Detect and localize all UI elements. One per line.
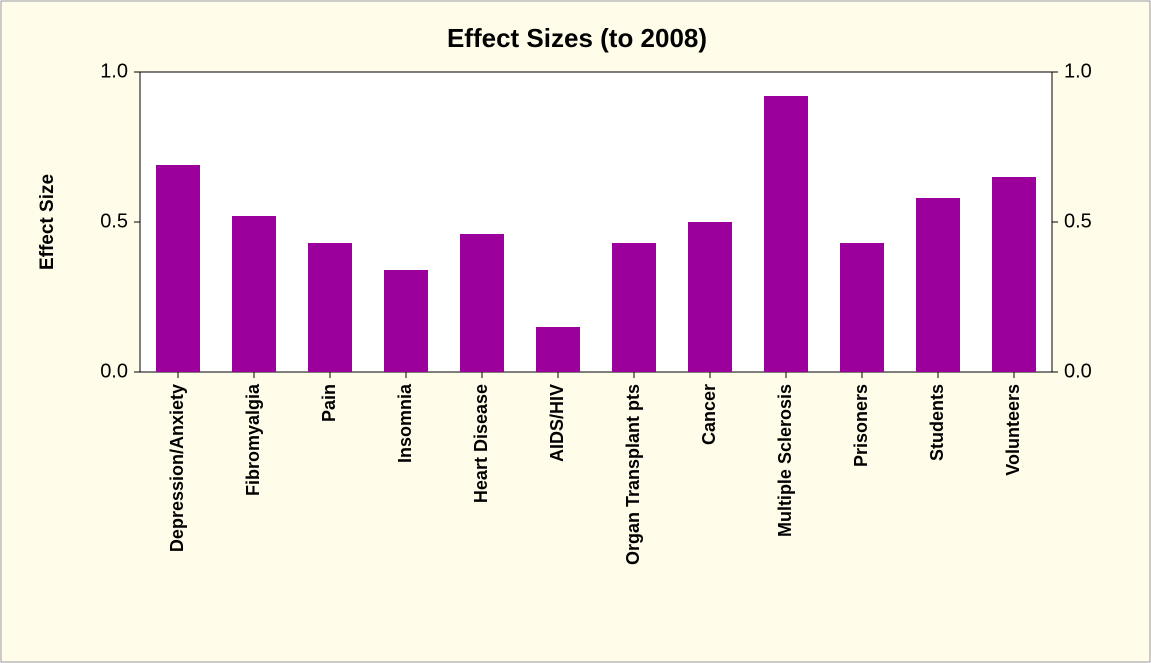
- x-tick-label: Fibromyalgia: [243, 383, 263, 496]
- bar: [916, 198, 960, 372]
- y-tick-label: 1.0: [100, 60, 128, 82]
- bar: [764, 96, 808, 372]
- y-tick-label: 0.5: [100, 210, 128, 232]
- x-tick-label: Depression/Anxiety: [167, 384, 187, 552]
- y2-tick-label: 0.0: [1064, 360, 1092, 382]
- x-tick-label: Students: [927, 384, 947, 461]
- bar: [536, 327, 580, 372]
- bar: [460, 234, 504, 372]
- bar: [384, 270, 428, 372]
- x-tick-label: Organ Transplant pts: [623, 384, 643, 565]
- bar: [688, 222, 732, 372]
- bar: [840, 243, 884, 372]
- x-tick-label: Multiple Sclerosis: [775, 384, 795, 537]
- y-tick-label: 0.0: [100, 360, 128, 382]
- x-tick-label: Heart Disease: [471, 384, 491, 503]
- bar: [156, 165, 200, 372]
- x-tick-label: Insomnia: [395, 383, 415, 463]
- chart-title: Effect Sizes (to 2008): [447, 23, 707, 53]
- x-tick-label: AIDS/HIV: [547, 384, 567, 462]
- x-tick-label: Pain: [319, 384, 339, 422]
- bar: [308, 243, 352, 372]
- x-tick-label: Prisoners: [851, 384, 871, 467]
- x-tick-label: Cancer: [699, 384, 719, 445]
- y-axis-label: Effect Size: [37, 174, 58, 270]
- bar: [232, 216, 276, 372]
- bar: [612, 243, 656, 372]
- plot-area: [139, 71, 1053, 373]
- x-tick-label: Volunteers: [1003, 384, 1023, 476]
- bar: [992, 177, 1036, 372]
- y2-tick-label: 1.0: [1064, 60, 1092, 82]
- y2-tick-label: 0.5: [1064, 210, 1092, 232]
